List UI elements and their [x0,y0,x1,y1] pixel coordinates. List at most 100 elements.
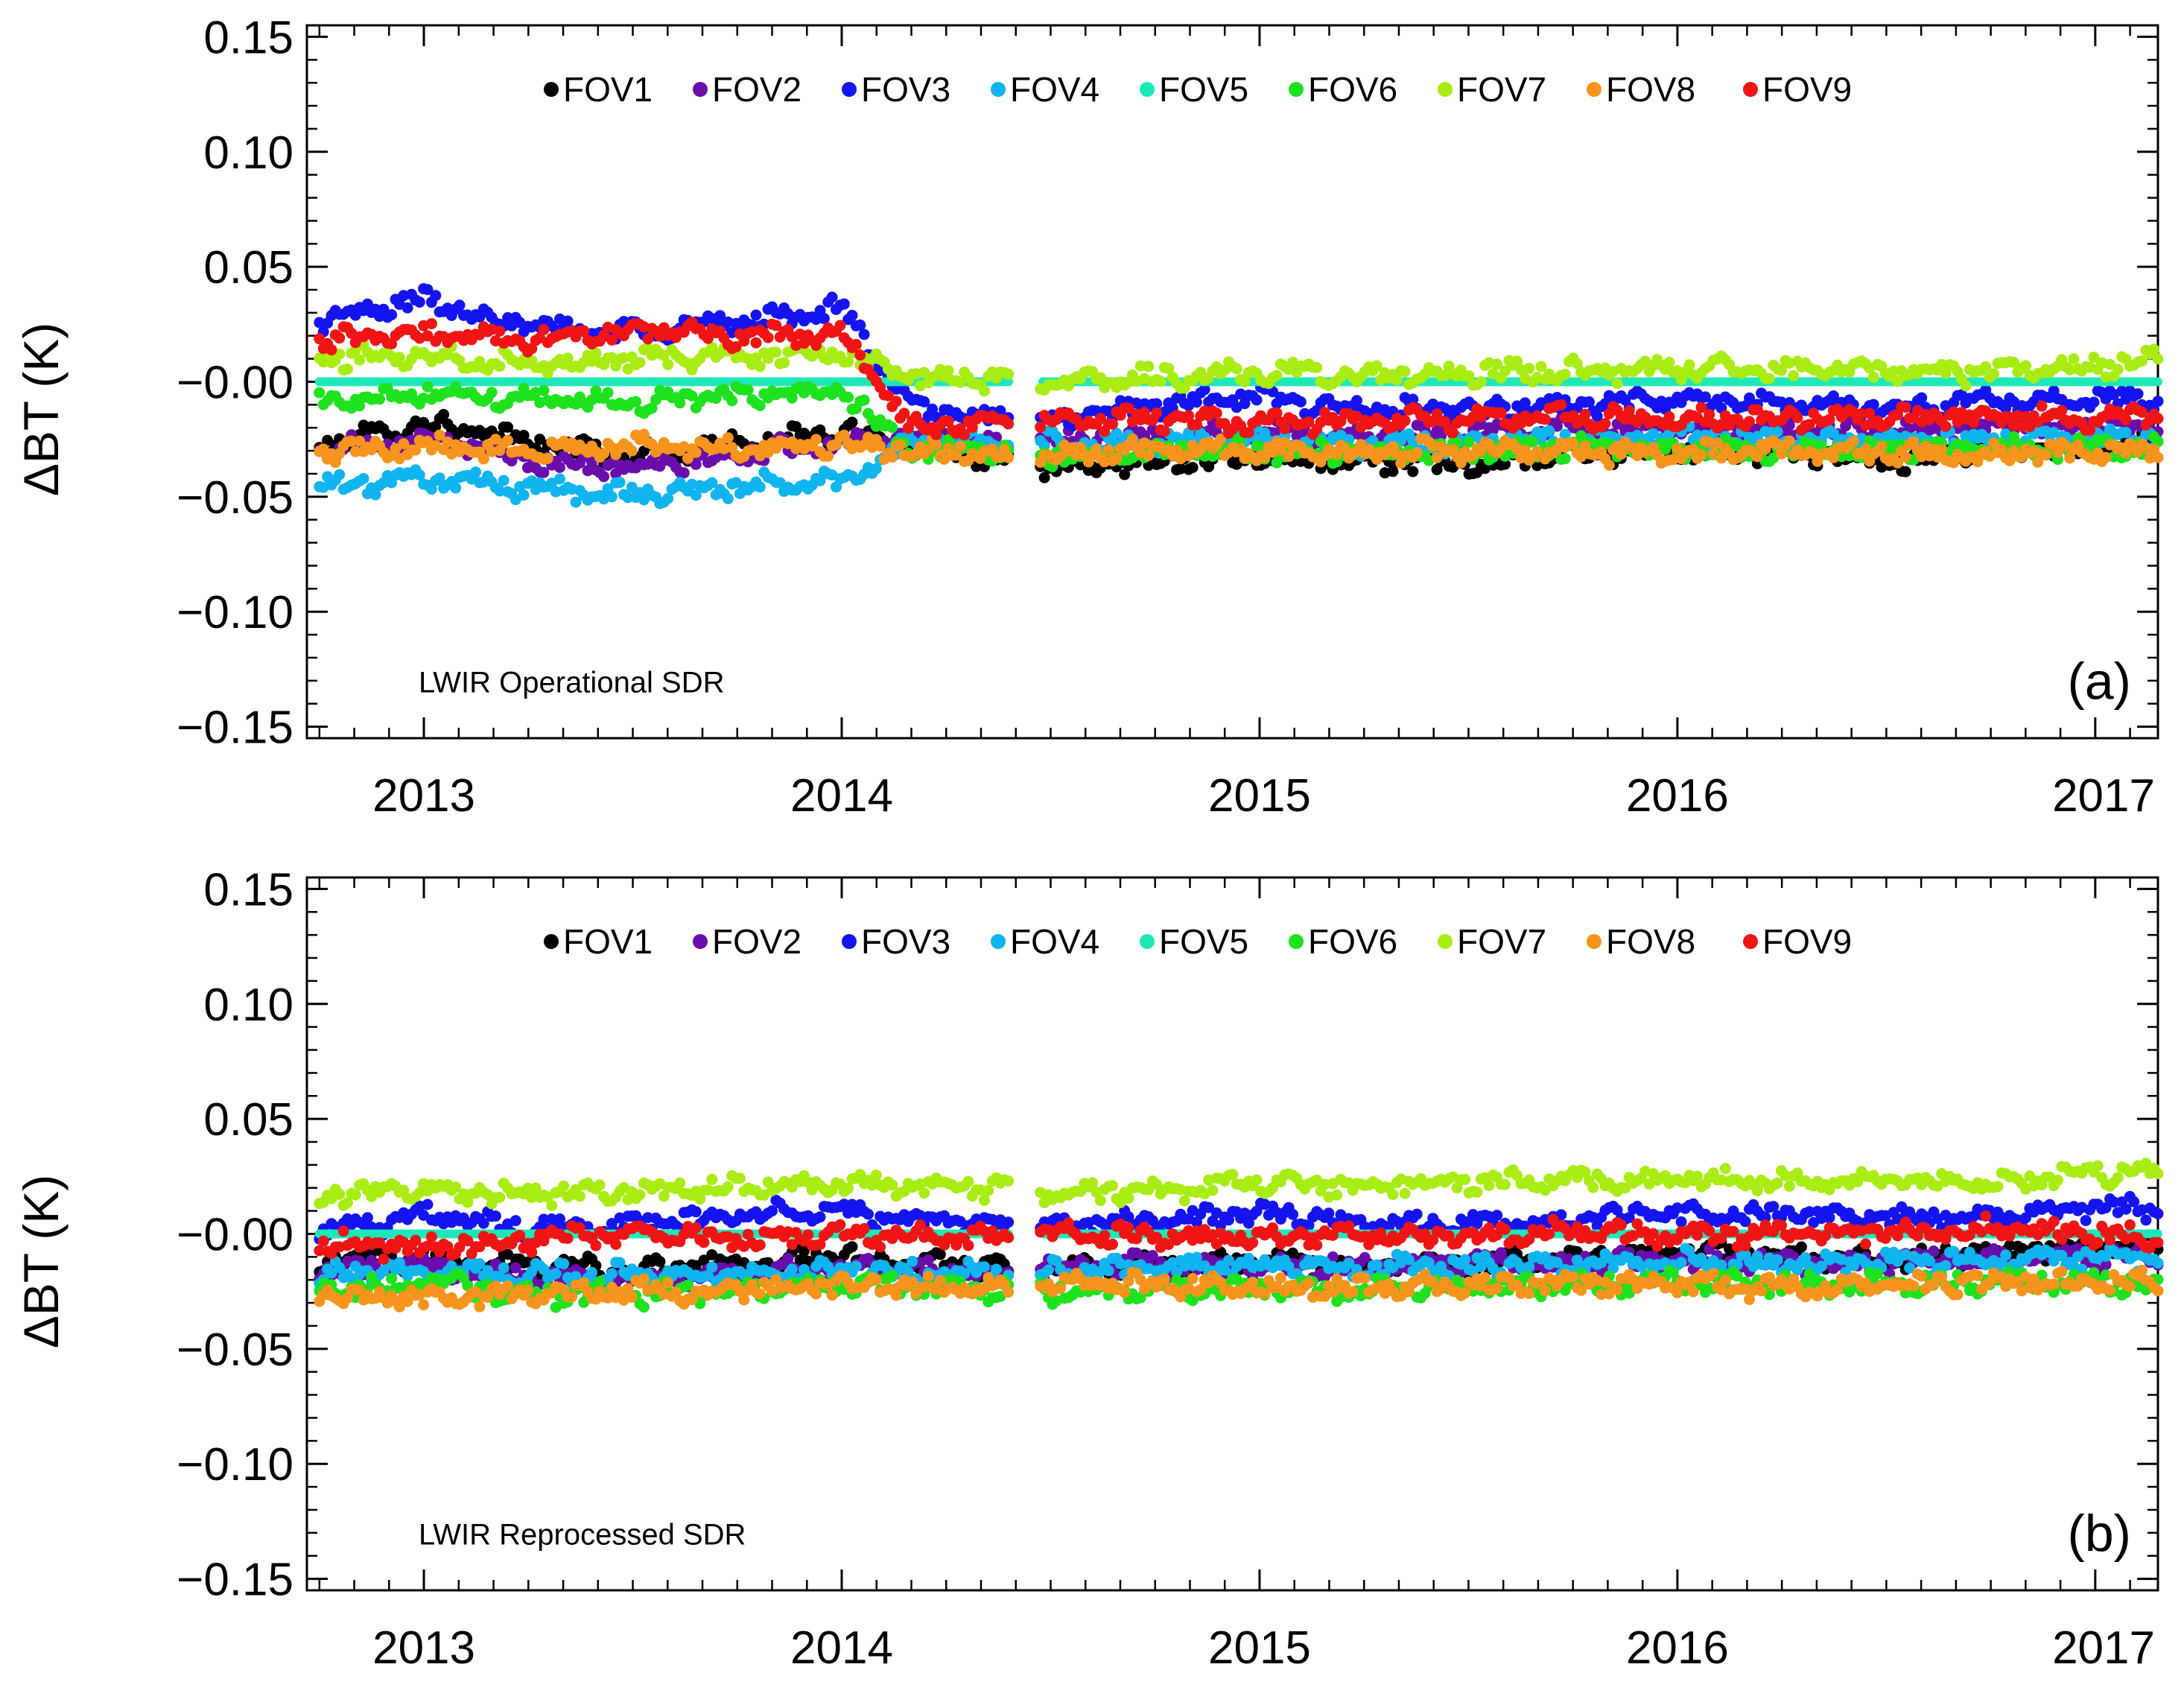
data-point [2020,360,2031,372]
data-point [1283,451,1295,463]
data-point [1003,418,1015,430]
panel-a-ticks [307,25,2158,738]
data-point [854,349,866,361]
data-point [1199,384,1210,396]
x-tick-label: 2014 [790,1622,893,1674]
data-point [1495,407,1507,419]
data-point [450,482,462,494]
data-point [494,326,506,337]
data-point [2132,388,2144,400]
data-point [714,310,726,322]
data-point [2088,396,2100,408]
data-point [1107,418,1118,430]
data-point [1151,398,1163,410]
data-point [1559,453,1571,465]
data-point [1763,372,1775,384]
legend-label-fov8: FOV8 [1606,70,1695,109]
data-point [750,309,762,321]
data-point [886,422,898,434]
data-point [2152,413,2164,425]
data-point [1399,366,1411,378]
data-point [401,302,413,314]
data-point [1351,395,1362,407]
data-point [1899,466,1911,477]
data-point [1611,378,1623,390]
data-point [1699,391,1711,403]
data-point [369,489,381,501]
data-point [2036,400,2048,412]
legend-marker-fov3 [842,82,857,97]
data-point [1899,401,1911,413]
data-point [1599,418,1611,430]
data-point [1847,435,1859,447]
data-point [842,391,854,403]
data-point [754,400,766,411]
data-point [354,354,366,366]
legend-marker-fov7 [1438,82,1453,97]
legend-label-fov4: FOV4 [1010,70,1099,109]
data-point [1499,458,1511,470]
data-point [1191,396,1202,408]
data-point [1555,399,1567,410]
data-point [602,387,614,399]
data-point [1431,463,1443,475]
data-point [578,325,590,337]
data-point [979,385,990,397]
data-point [1407,466,1419,477]
data-point [1695,448,1707,460]
data-point [1744,416,1755,428]
data-point [1876,441,1888,452]
data-point [614,477,626,489]
data-point [778,357,790,369]
data-point [562,315,574,327]
data-point [534,434,546,445]
data-point [334,469,346,480]
x-tick-label: 2015 [1208,1622,1311,1674]
data-point [822,450,834,462]
data-point [1311,361,1323,373]
data-point [654,1256,666,1268]
data-point [754,361,766,372]
data-point [1475,376,1487,387]
data-point [1543,425,1555,436]
data-point [1539,413,1551,425]
panel-a-y-tick-labels: 0.150.100.05−0.00−0.05−0.10−0.15 [177,12,293,753]
data-point [1591,410,1603,422]
data-point [1407,393,1419,405]
data-point [1603,459,1615,471]
data-point [2152,353,2164,365]
data-point [1143,361,1155,372]
data-point [942,365,954,377]
data-point [1663,357,1675,368]
data-point [486,387,498,399]
data-point [930,439,942,451]
data-point [2100,451,2112,463]
y-tick-label: −0.00 [177,358,293,409]
data-point [954,440,966,452]
data-point [846,309,858,321]
data-point [502,434,514,446]
data-point [834,320,846,331]
panel-b-data-points [314,1158,2164,1313]
data-point [2153,377,2162,387]
data-point [1936,444,1948,456]
legend-label-fov9: FOV9 [1762,70,1852,109]
panel-a-dataset-label: LWIR Operational SDR [419,666,725,699]
x-tick-label: 2013 [372,770,475,822]
data-point [1791,412,1803,424]
data-point [890,396,902,407]
data-point [722,432,734,444]
y-tick-label: −0.15 [177,702,293,754]
y-tick-label: 0.05 [203,242,293,293]
data-point [854,319,866,331]
data-point [2148,343,2160,355]
y-tick-label: 0.05 [203,1094,293,1146]
data-point [2120,414,2132,425]
y-tick-label: 0.10 [203,980,293,1031]
data-point [858,328,870,340]
data-point [1559,369,1571,380]
data-point [1827,390,1839,402]
legend-label-fov2: FOV2 [712,70,801,109]
data-point [790,421,802,433]
data-point [422,284,434,296]
